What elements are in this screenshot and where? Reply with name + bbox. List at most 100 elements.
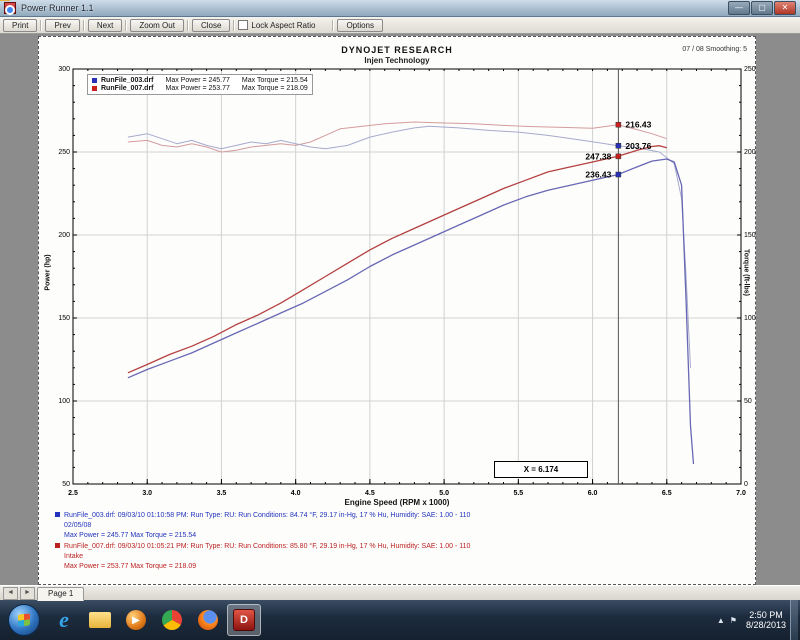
annotation-line: RunFile_007.drf: 09/03/10 01:05:21 PM: R… [64,543,471,550]
annotation-line: Intake [64,553,84,560]
chart-page: DYNOJET RESEARCH Injen Technology 07 / 0… [38,36,756,585]
hidden-icons-button[interactable]: ▲ [716,615,725,625]
annotation-line: Max Power = 245.77 Max Torque = 215.54 [64,532,197,539]
x-tick-label: 5.0 [439,490,449,497]
next-button[interactable]: Next [87,18,123,32]
x-tick-label: 4.0 [291,490,301,497]
x-tick-label: 6.0 [588,490,598,497]
legend-row: RunFile_007.drf Max Power = 253.77 Max Tor… [92,85,308,92]
toolbar-separator [40,19,43,31]
y-left-tick-label: 200 [58,232,70,239]
taskbar-icon-windows-media-player[interactable]: ▶ [119,604,153,636]
toolbar-separator [186,19,189,31]
prev-page-button[interactable]: ◄ [3,586,18,600]
legend-max-torque: Max Torque = 218.09 [241,85,308,92]
close-button[interactable]: ✕ [774,1,796,15]
y-right-tick-label: 150 [744,232,756,239]
preview-workspace: DYNOJET RESEARCH Injen Technology 07 / 0… [0,34,800,585]
legend-swatch [92,78,97,83]
toolbar-separator [125,19,128,31]
y-right-tick-label: 100 [744,315,756,322]
x-tick-label: 3.0 [142,490,152,497]
y-left-tick-label: 50 [62,481,70,488]
lock-aspect-checkbox[interactable] [238,20,249,30]
print-button[interactable]: Print [3,18,38,32]
legend-row: RunFile_003.drf Max Power = 245.77 Max Tor… [92,77,308,84]
show-desktop-button[interactable] [790,600,798,640]
chart-meta: 07 / 08 Smoothing: 5 [682,46,747,53]
next-page-button[interactable]: ► [20,586,35,600]
chart-title: DYNOJET RESEARCH [341,45,453,55]
legend-swatch [92,86,97,91]
zoom-out-button[interactable]: Zoom Out [130,18,184,32]
plot-frame [72,68,742,485]
page-tab[interactable]: Page 1 [37,587,85,601]
prev-button[interactable]: Prev [45,18,80,32]
close-button[interactable]: Close [191,18,231,32]
cursor-value-label: 216.43 [625,120,651,130]
x-tick-label: 4.5 [365,490,375,497]
start-button[interactable] [8,604,40,636]
legend-max-power: Max Power = 253.77 [165,85,230,92]
maximize-button[interactable]: ▢ [751,1,773,15]
tray-clock[interactable]: 2:50 PM 8/28/2013 [746,610,786,630]
tray-time: 2:50 PM [749,610,783,620]
taskbar: e ▶ D ▲ ⚑ 2:50 PM 8/28/2013 [0,600,800,640]
y-left-tick-label: 100 [58,398,70,405]
action-center-icon[interactable]: ⚑ [729,615,737,625]
taskbar-icon-windows-explorer[interactable] [83,604,117,636]
x-tick-label: 2.5 [68,490,78,497]
legend-max-torque: Max Torque = 215.54 [241,77,308,84]
toolbar-separator [82,19,85,31]
x-tick-label: 5.5 [513,490,523,497]
curve-power_red [127,145,667,374]
cursor-x-readout: X = 6.174 [494,461,588,478]
taskbar-icon-google-chrome[interactable] [155,604,189,636]
window-title: Power Runner 1.1 [21,3,94,13]
taskbar-icon-internet-explorer[interactable]: e [59,607,69,632]
legend-max-power: Max Power = 245.77 [165,77,230,84]
legend-run-name: RunFile_007.drf [101,85,154,92]
annotation-line: Max Power = 253.77 Max Torque = 218.09 [64,563,197,570]
title-bar: Power Runner 1.1 — ▢ ✕ [0,0,800,17]
run-annotation: RunFile_007.drf: 09/03/10 01:05:21 PM: R… [55,542,745,571]
annotation-swatch [55,512,60,517]
curve-torque_red [127,121,667,153]
y-left-tick-label: 300 [58,66,70,73]
y-right-tick-label: 200 [744,149,756,156]
curve-torque_blue [127,125,691,368]
minimize-button[interactable]: — [728,1,750,15]
cursor-marker [615,121,622,128]
options-button[interactable]: Options [337,18,384,32]
cursor-value-label: 247.38 [585,151,611,161]
y-left-tick-label: 250 [58,149,70,156]
run-annotation: RunFile_003.drf: 09/03/10 01:10:58 PM: R… [55,511,745,540]
annotation-line: 02/05/08 [64,522,92,529]
curve-power_blue [127,158,695,465]
annotation-swatch [55,543,60,548]
x-tick-label: 7.0 [736,490,746,497]
cursor-value-label: 203.76 [625,141,651,151]
y-right-tick-label: 250 [744,66,756,73]
toolbar-separator [233,19,236,31]
x-axis-title: Engine Speed (RPM x 1000) [344,498,450,507]
tray-date: 8/28/2013 [745,620,786,630]
windows-flag-icon [18,613,30,627]
x-tick-label: 6.5 [662,490,672,497]
y-left-tick-label: 150 [58,315,70,322]
cursor-marker [615,171,622,178]
y-right-tick-label: 50 [744,398,752,405]
lock-aspect-label: Lock Aspect Ratio [251,20,316,30]
cursor-marker [615,143,622,149]
status-bar: ◄ ► Page 1 [0,585,800,601]
taskbar-icon-firefox[interactable] [191,604,225,636]
run-annotations: RunFile_003.drf: 09/03/10 01:10:58 PM: R… [55,511,745,571]
cursor-marker [615,153,622,160]
system-tray: ▲ ⚑ 2:50 PM 8/28/2013 [717,610,790,630]
cursor-value-label: 236.43 [585,170,611,180]
y-right-tick-label: 0 [744,481,748,488]
dyno-plot: 2.5 3.0 3.5 4.0 4.5 5.0 5.5 6.0 6.5 7.0 300 250 200 1… [58,66,756,497]
chart-subtitle: Injen Technology [364,56,430,65]
taskbar-icon-dyno-app[interactable]: D [227,604,261,636]
legend-run-name: RunFile_003.drf [101,77,154,84]
